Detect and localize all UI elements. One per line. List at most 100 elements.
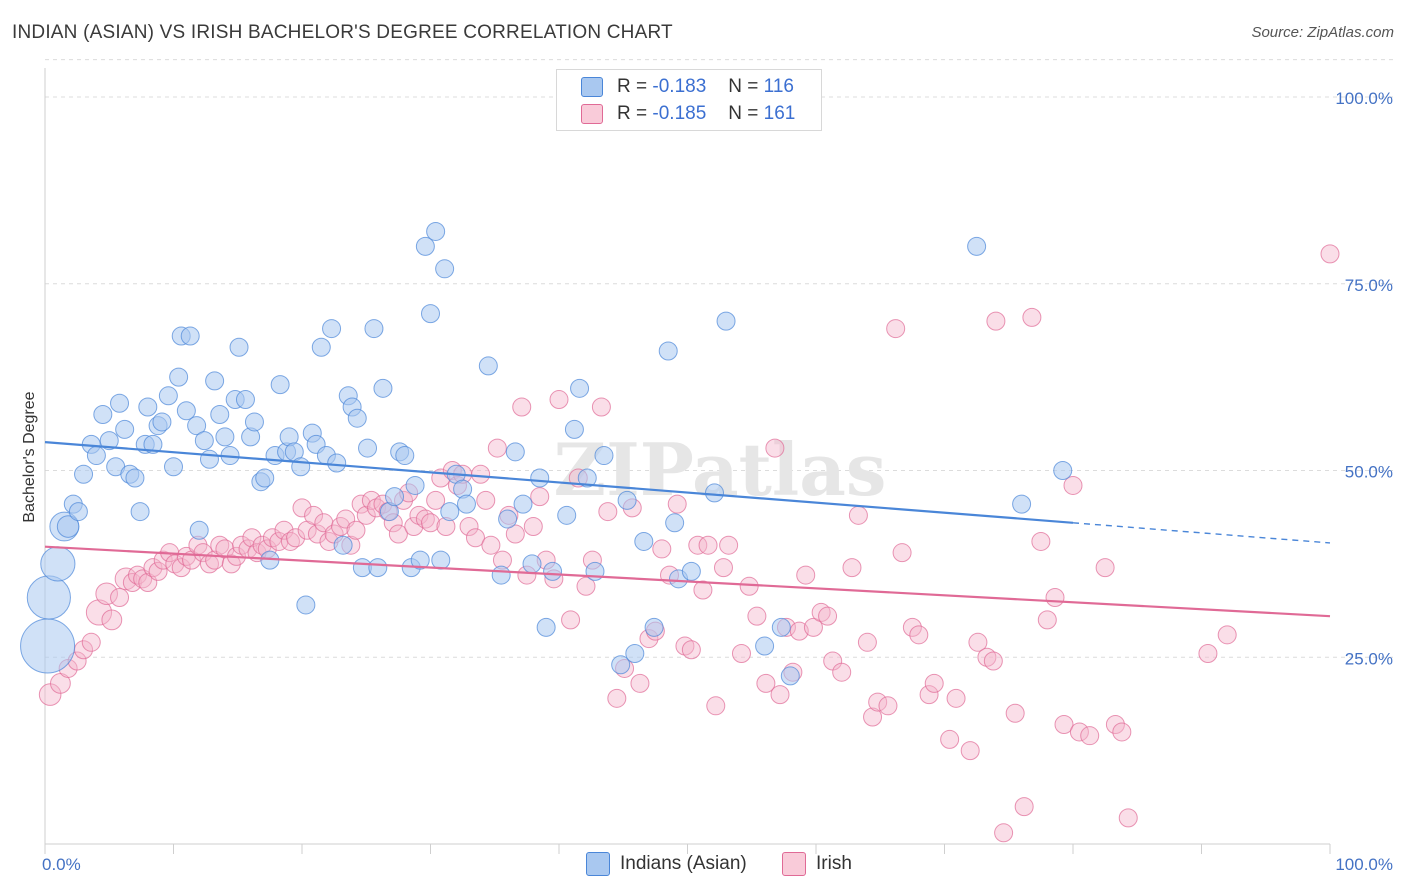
point-irish xyxy=(1022,307,1042,327)
y-tick-label: 75.0% xyxy=(1345,276,1393,295)
point-irish xyxy=(292,498,312,518)
point-irish xyxy=(713,558,733,578)
point-indians xyxy=(505,442,525,462)
point-irish xyxy=(530,487,550,507)
point-indians xyxy=(358,438,378,458)
point-irish xyxy=(307,524,327,544)
point-irish xyxy=(675,636,695,656)
legend-r-value: -0.185 xyxy=(652,103,707,124)
point-irish xyxy=(171,558,191,578)
series-legend-label: Irish xyxy=(816,853,852,874)
chart-title: INDIAN (ASIAN) VS IRISH BACHELOR'S DEGRE… xyxy=(12,22,673,43)
point-irish xyxy=(986,311,1006,331)
series-legend-indians[interactable]: Indians (Asian) xyxy=(586,852,747,876)
point-indians xyxy=(410,550,430,570)
point-indians xyxy=(755,636,775,656)
point-indians xyxy=(270,375,290,395)
legend-r-label: R = xyxy=(617,76,648,97)
point-irish xyxy=(476,490,496,510)
point-indians xyxy=(431,550,451,570)
legend-n-label: N = xyxy=(728,76,759,97)
point-irish xyxy=(81,632,101,652)
point-indians xyxy=(577,468,597,488)
series-swatch-blue xyxy=(586,852,610,876)
point-indians xyxy=(74,464,94,484)
point-indians xyxy=(780,666,800,686)
point-indians xyxy=(215,427,235,447)
point-indians xyxy=(665,513,685,533)
point-indians xyxy=(194,431,214,451)
point-indians xyxy=(20,618,76,674)
point-irish xyxy=(693,580,713,600)
point-indians xyxy=(115,419,135,439)
point-indians xyxy=(327,453,347,473)
point-irish xyxy=(280,531,300,551)
point-indians xyxy=(205,371,225,391)
point-irish xyxy=(232,535,252,555)
x-tick-label-min: 0.0% xyxy=(42,855,81,874)
legend-swatch-pink xyxy=(581,104,603,124)
point-irish xyxy=(811,602,831,622)
y-tick-label: 25.0% xyxy=(1345,649,1393,668)
point-irish xyxy=(878,696,898,716)
point-irish xyxy=(426,490,446,510)
point-irish xyxy=(1045,587,1065,607)
point-indians xyxy=(110,393,130,413)
point-indians xyxy=(322,319,342,339)
point-irish xyxy=(940,729,960,749)
trend-line-irish xyxy=(44,545,1331,618)
point-irish xyxy=(421,513,440,533)
point-indians xyxy=(570,378,590,398)
point-indians xyxy=(611,655,631,675)
point-irish xyxy=(731,644,751,664)
point-irish xyxy=(561,610,581,630)
trend-line-indians xyxy=(44,441,1074,524)
point-indians xyxy=(244,412,264,432)
point-indians xyxy=(130,502,150,522)
point-irish xyxy=(842,558,862,578)
point-indians xyxy=(658,341,678,361)
point-irish xyxy=(1105,714,1125,734)
point-irish xyxy=(512,397,532,417)
point-irish xyxy=(803,617,823,637)
point-irish xyxy=(739,576,759,596)
point-indians xyxy=(169,367,189,387)
point-irish xyxy=(1031,531,1051,551)
point-irish xyxy=(706,696,726,716)
point-irish xyxy=(598,502,618,522)
point-indians xyxy=(56,515,80,538)
point-indians xyxy=(543,561,563,581)
series-legend-label: Indians (Asian) xyxy=(620,853,747,874)
point-indians xyxy=(1053,461,1073,480)
series-swatch-pink xyxy=(782,852,806,876)
point-irish xyxy=(262,528,282,548)
point-indians xyxy=(176,401,196,421)
point-irish xyxy=(796,565,816,585)
point-indians xyxy=(536,617,556,637)
point-irish xyxy=(85,599,113,626)
point-irish xyxy=(892,543,912,563)
point-irish xyxy=(863,707,883,727)
point-indians xyxy=(435,259,455,279)
legend-row-indians: R = -0.183 N = 116 xyxy=(581,75,794,99)
x-tick-label-max: 100.0% xyxy=(1335,855,1393,874)
point-indians xyxy=(478,356,498,376)
point-indians xyxy=(385,487,405,507)
point-irish xyxy=(95,582,118,606)
point-irish xyxy=(832,662,852,682)
series-legend-irish[interactable]: Irish xyxy=(782,852,852,876)
point-irish xyxy=(576,576,596,596)
point-irish xyxy=(459,517,479,537)
point-irish xyxy=(919,685,939,705)
point-irish xyxy=(110,587,130,607)
y-tick-labels: 25.0% 50.0% 75.0% 100.0% xyxy=(1335,89,1393,668)
point-irish xyxy=(304,505,324,525)
point-irish xyxy=(770,685,790,705)
series-irish-points xyxy=(38,244,1340,843)
point-irish xyxy=(143,558,163,578)
legend-swatch-blue xyxy=(581,77,603,97)
point-irish xyxy=(868,692,888,712)
point-indians xyxy=(405,475,425,495)
y-axis-title: Bachelor's Degree xyxy=(21,391,38,522)
point-indians xyxy=(189,520,209,540)
